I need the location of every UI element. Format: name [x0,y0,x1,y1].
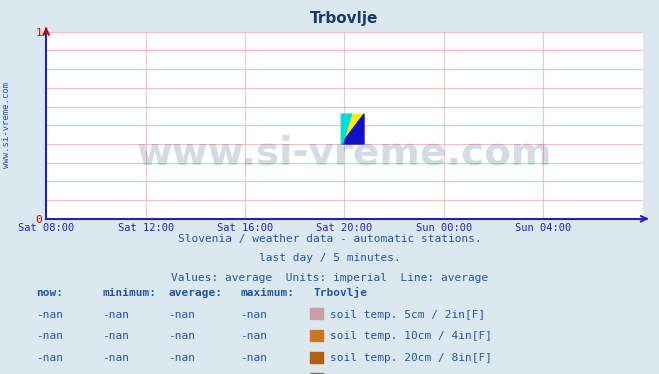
Polygon shape [341,114,364,144]
Text: soil temp. 20cm / 8in[F]: soil temp. 20cm / 8in[F] [330,353,492,363]
Text: -nan: -nan [102,353,129,363]
Text: -nan: -nan [36,331,63,341]
Text: last day / 5 minutes.: last day / 5 minutes. [258,253,401,263]
Text: Trbovlje: Trbovlje [313,287,367,298]
Text: -nan: -nan [102,331,129,341]
Text: -nan: -nan [36,353,63,363]
Title: Trbovlje: Trbovlje [310,12,378,27]
Text: -nan: -nan [241,310,268,319]
Text: -nan: -nan [36,310,63,319]
Text: www.si-vreme.com: www.si-vreme.com [136,134,552,172]
Text: -nan: -nan [168,353,195,363]
Text: -nan: -nan [168,310,195,319]
Text: -nan: -nan [102,310,129,319]
Text: www.si-vreme.com: www.si-vreme.com [2,82,11,168]
Text: now:: now: [36,288,63,298]
Text: soil temp. 10cm / 4in[F]: soil temp. 10cm / 4in[F] [330,331,492,341]
Text: average:: average: [168,288,222,298]
Text: -nan: -nan [241,331,268,341]
Polygon shape [341,114,364,144]
Text: maximum:: maximum: [241,288,295,298]
Text: minimum:: minimum: [102,288,156,298]
Text: -nan: -nan [241,353,268,363]
Text: soil temp. 5cm / 2in[F]: soil temp. 5cm / 2in[F] [330,310,485,319]
Polygon shape [341,114,351,144]
Text: Slovenia / weather data - automatic stations.: Slovenia / weather data - automatic stat… [178,234,481,244]
Text: -nan: -nan [168,331,195,341]
Text: Values: average  Units: imperial  Line: average: Values: average Units: imperial Line: av… [171,273,488,283]
